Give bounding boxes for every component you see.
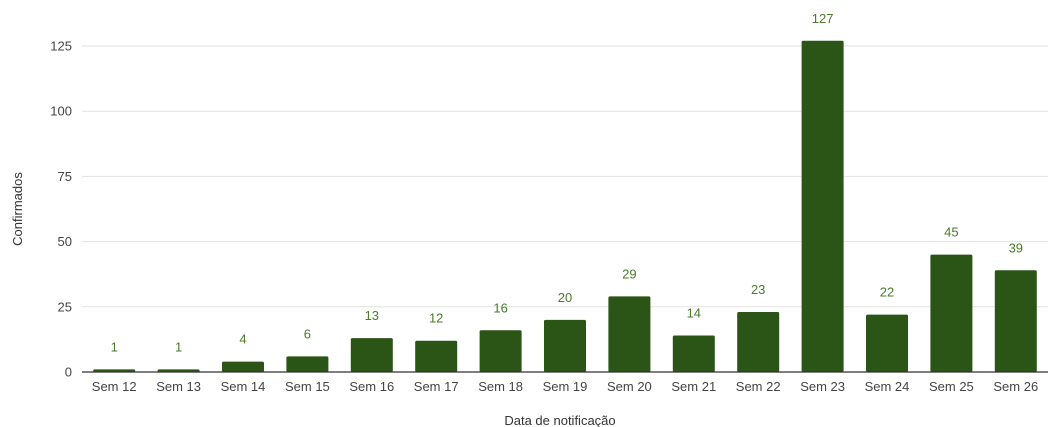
y-tick-label: 100 — [50, 104, 72, 119]
x-tick-label: Sem 20 — [607, 379, 652, 394]
y-tick-label: 50 — [58, 234, 72, 249]
data-label: 127 — [812, 11, 834, 26]
x-tick-label: Sem 13 — [156, 379, 201, 394]
x-tick-label: Sem 14 — [221, 379, 266, 394]
bar — [866, 314, 908, 372]
bar — [157, 369, 200, 372]
data-label: 1 — [111, 339, 118, 354]
data-label: 13 — [365, 308, 379, 323]
x-tick-label: Sem 12 — [92, 379, 137, 394]
bar — [737, 312, 780, 372]
x-tick-label: Sem 16 — [349, 379, 394, 394]
x-tick-label: Sem 15 — [285, 379, 330, 394]
bar — [415, 340, 458, 372]
bar — [93, 369, 136, 372]
bar — [672, 335, 715, 372]
y-axis-ticks: 0 25 50 75 100 125 — [50, 39, 72, 380]
data-label: 23 — [751, 282, 765, 297]
x-tick-label: Sem 17 — [414, 379, 459, 394]
bar — [801, 40, 844, 373]
data-label: 20 — [558, 290, 572, 305]
x-tick-label: Sem 23 — [800, 379, 845, 394]
data-label: 14 — [687, 305, 701, 320]
x-tick-label: Sem 24 — [865, 379, 910, 394]
y-axis-title: Confirmados — [10, 172, 25, 246]
x-tick-label: Sem 19 — [543, 379, 588, 394]
data-label: 1 — [175, 339, 182, 354]
bar — [608, 296, 651, 372]
y-tick-label: 125 — [50, 39, 72, 54]
x-tick-label: Sem 22 — [736, 379, 781, 394]
data-label: 6 — [304, 326, 311, 341]
x-tick-label: Sem 25 — [929, 379, 974, 394]
bar — [544, 319, 586, 372]
bar — [994, 270, 1037, 372]
grid-lines — [82, 45, 1048, 308]
data-label: 45 — [944, 225, 958, 240]
bars — [93, 40, 1037, 373]
data-label: 12 — [429, 311, 443, 326]
bar — [222, 361, 264, 372]
y-tick-label: 25 — [58, 299, 72, 314]
x-axis-title: Data de notificação — [504, 413, 615, 427]
bar — [350, 338, 393, 372]
bar — [286, 356, 329, 372]
x-axis-ticks: Sem 12 Sem 13 Sem 14 Sem 15 Sem 16 Sem 17 Sem … — [92, 379, 1038, 394]
bar — [930, 254, 973, 372]
bar — [479, 330, 522, 372]
data-label: 4 — [239, 332, 246, 347]
y-tick-label: 0 — [65, 365, 72, 380]
data-label: 39 — [1009, 240, 1023, 255]
x-tick-label: Sem 26 — [993, 379, 1038, 394]
data-label: 22 — [880, 285, 894, 300]
x-tick-label: Sem 18 — [478, 379, 523, 394]
data-label: 29 — [622, 266, 636, 281]
y-tick-label: 75 — [58, 169, 72, 184]
data-label: 16 — [493, 300, 507, 315]
x-tick-label: Sem 21 — [671, 379, 716, 394]
